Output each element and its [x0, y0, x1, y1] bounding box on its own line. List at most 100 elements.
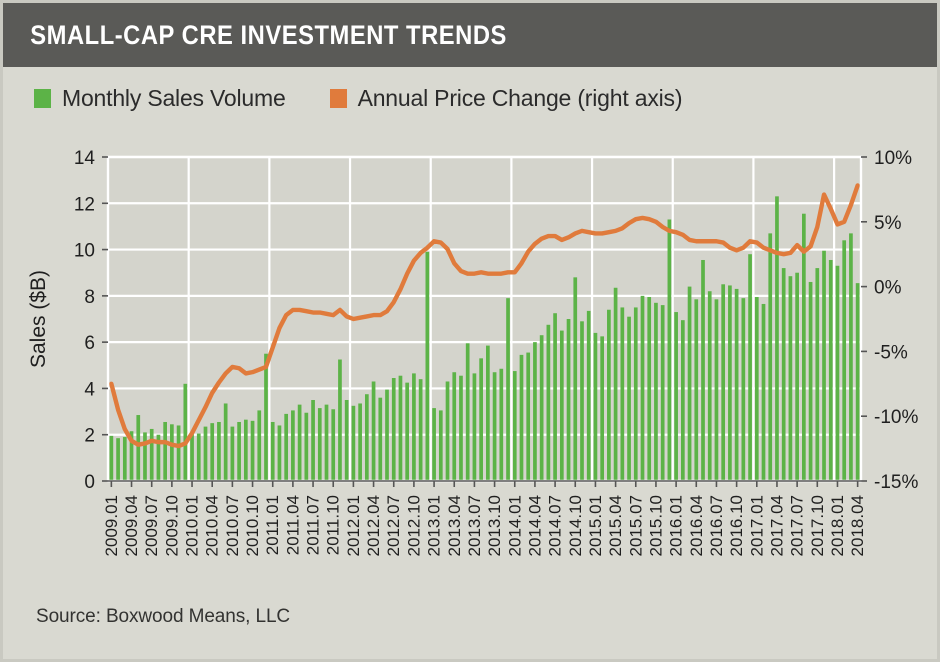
y-axis-right: -15% -10% -5% 0% 5% 10%	[861, 148, 918, 493]
bar	[506, 298, 510, 481]
bar	[533, 342, 537, 481]
bar	[358, 403, 362, 481]
x-axis-tick-label: 2011.10	[324, 495, 343, 555]
y-axis-left-tick-label: 2	[84, 426, 95, 447]
legend-label-price-change: Annual Price Change (right axis)	[357, 85, 683, 111]
x-axis-tick-label: 2011.01	[263, 495, 282, 555]
bar	[580, 321, 584, 481]
x-axis-tick-label: 2016.10	[727, 495, 746, 556]
source-note: Source: Boxwood Means, LLC	[36, 606, 291, 627]
bar	[170, 424, 174, 481]
bar	[492, 372, 497, 481]
bar	[176, 425, 181, 481]
bar	[815, 268, 820, 481]
bar	[633, 307, 638, 481]
page-title: SMALL-CAP CRE INVESTMENT TRENDS	[30, 19, 507, 50]
bar	[701, 259, 705, 481]
bar	[687, 286, 692, 481]
bar	[499, 368, 504, 481]
y-axis-left-tick-label: 6	[84, 333, 95, 354]
bar	[613, 287, 618, 481]
x-axis-tick-label: 2015.07	[626, 495, 645, 556]
x-axis-tick-label: 2015.04	[606, 495, 625, 556]
bar	[371, 381, 376, 481]
line-series-annual-price-change	[109, 183, 860, 449]
legend-item-sales-volume: Monthly Sales Volume	[34, 85, 286, 112]
price-change-line	[109, 183, 860, 449]
bar	[405, 382, 410, 481]
bar	[143, 432, 147, 481]
y-axis-right-tick-label: 0%	[874, 278, 902, 299]
bar	[230, 426, 235, 481]
plot-region	[108, 157, 861, 481]
bar	[136, 415, 141, 481]
bar	[593, 332, 598, 481]
bar	[344, 400, 349, 481]
y-axis-left-tick-label: 12	[74, 194, 95, 215]
bar	[432, 408, 436, 481]
y-axis-left-tick-label: 14	[74, 148, 96, 169]
bar	[768, 233, 773, 481]
bar	[479, 358, 483, 481]
bar	[640, 295, 645, 481]
bar	[674, 312, 678, 481]
bar	[217, 421, 221, 481]
y-axis-right-tick-label: -10%	[874, 407, 918, 428]
bar	[600, 336, 605, 481]
y-axis-right-tick-label: 10%	[874, 148, 912, 169]
bar	[304, 412, 309, 481]
bar	[257, 410, 262, 481]
x-axis-tick-label: 2011.04	[283, 495, 302, 555]
x-axis-tick-label: 2010.04	[203, 495, 222, 556]
bar	[116, 438, 120, 481]
legend-item-price-change: Annual Price Change (right axis)	[329, 85, 683, 112]
green-square-swatch	[34, 89, 51, 108]
bar	[694, 299, 699, 481]
bar	[788, 276, 793, 481]
plot-background	[108, 157, 861, 481]
bar	[734, 288, 739, 481]
x-axis-tick-label: 2010.10	[243, 495, 262, 556]
bar	[284, 413, 289, 481]
x-axis-tick-label: 2018.04	[848, 495, 867, 556]
bar	[210, 423, 215, 481]
bar	[122, 437, 127, 481]
x-axis-tick-label: 2014.07	[546, 495, 565, 556]
bar	[761, 303, 766, 481]
bar	[109, 435, 114, 481]
bar	[754, 297, 759, 481]
x-axis-tick-label: 2013.04	[445, 495, 464, 556]
bar	[559, 330, 564, 481]
x-axis: 2009.01 2009.04 2009.07 2009.10 2010.01 2010.…	[102, 480, 867, 556]
bar	[519, 354, 524, 481]
bar	[721, 284, 726, 481]
y-axis-left: 0 2 4 6 8 10 12 14 Sales ($B)	[27, 148, 108, 493]
x-axis-tick-label: 2010.07	[223, 495, 242, 556]
x-axis-tick-label: 2014.04	[525, 495, 544, 556]
y-axis-right-tick-label: -15%	[874, 472, 918, 493]
x-axis-tick-label: 2013.07	[465, 495, 484, 556]
x-axis-tick-label: 2017.07	[788, 495, 807, 556]
y-axis-right-tick-label: 5%	[874, 213, 902, 234]
bar	[526, 352, 531, 481]
bar	[203, 426, 208, 481]
x-axis-tick-label: 2009.10	[162, 495, 181, 556]
bar	[707, 291, 712, 481]
x-axis-tick-label: 2009.04	[122, 495, 141, 556]
bar	[714, 299, 719, 481]
bar-series-monthly-sales-volume	[109, 196, 860, 482]
bar	[351, 405, 356, 481]
bar	[156, 434, 161, 481]
x-axis-tick-label: 2017.10	[808, 495, 827, 556]
bar	[835, 265, 840, 481]
title-bar: SMALL-CAP CRE INVESTMENT TRENDS	[3, 3, 937, 67]
bar	[270, 421, 275, 481]
bar	[297, 404, 302, 481]
y-axis-right-tick-label: -5%	[874, 342, 908, 363]
bar	[398, 375, 403, 481]
x-axis-tick-label: 2014.01	[505, 495, 524, 556]
bar	[163, 421, 167, 481]
bar	[620, 307, 625, 481]
bar	[277, 425, 282, 481]
